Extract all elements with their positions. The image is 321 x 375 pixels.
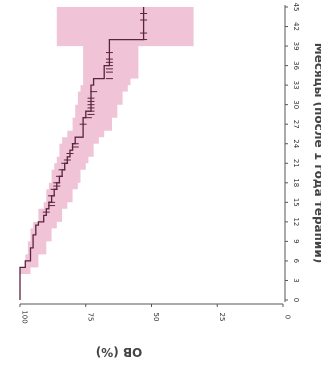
y-tick-label: 75 [86,313,94,322]
x-tick-label: 15 [292,198,300,207]
x-tick-label: 12 [292,217,300,226]
x-tick-label: 45 [292,3,300,12]
y-tick-label: 0 [284,315,292,319]
x-tick-label: 3 [292,278,300,282]
x-tick-label: 27 [292,120,300,129]
x-tick-label: 0 [292,298,300,302]
y-tick-label: 50 [152,313,160,322]
x-tick-label: 21 [292,159,300,168]
x-tick-label: 24 [292,139,300,148]
survival-line [19,7,145,300]
x-tick-label: 36 [292,61,300,70]
x-tick-label: 30 [292,100,300,109]
plot-area [19,7,194,300]
y-tick-label: 25 [218,313,226,322]
x-tick-label: 9 [292,239,300,243]
confidence-band [20,7,194,300]
y-axis-title: OB (%) [96,345,143,359]
y-tick-label: 100 [21,310,29,323]
x-tick-label: 6 [292,259,300,264]
x-axis-title: Месяцы (после 1 года терапии) [312,43,321,263]
x-tick-label: 39 [292,42,300,51]
x-tick-label: 33 [292,81,300,90]
x-tick-label: 42 [292,22,300,31]
x-tick-label: 18 [292,178,300,187]
